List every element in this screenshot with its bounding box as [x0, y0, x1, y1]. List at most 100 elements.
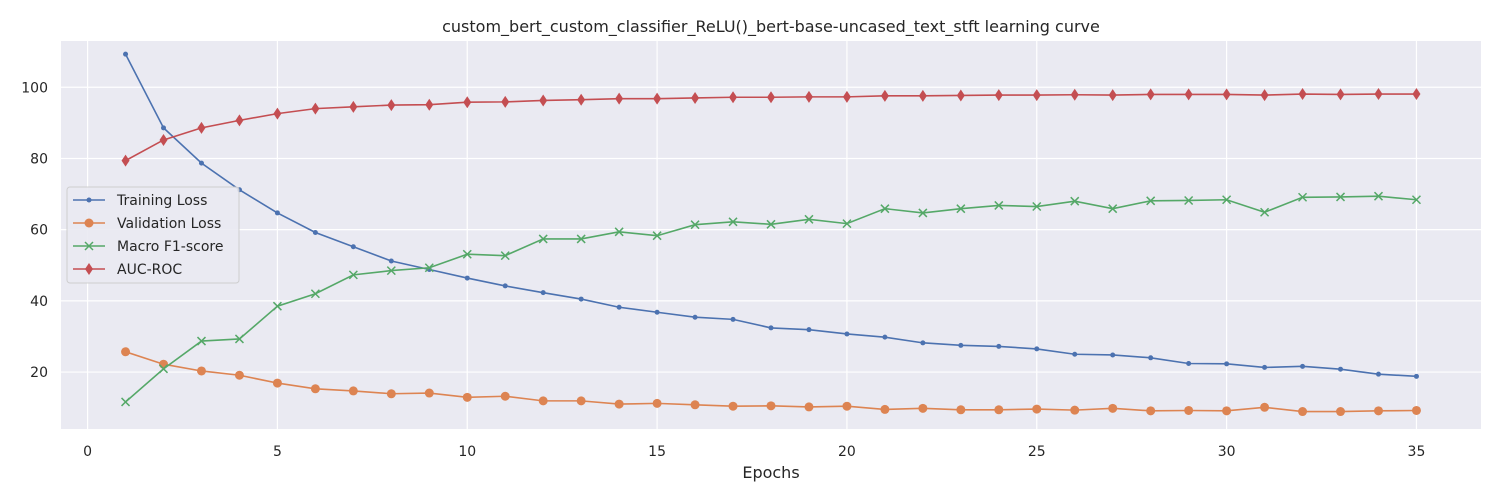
- data-point: [234, 334, 244, 344]
- data-point: [615, 92, 624, 105]
- data-point: [196, 336, 207, 346]
- data-point: [539, 94, 548, 107]
- data-point: [1032, 201, 1042, 212]
- data-point: [958, 342, 964, 348]
- data-point: [273, 107, 282, 120]
- data-point: [918, 89, 927, 102]
- legend-marker: [86, 197, 92, 203]
- data-point: [690, 220, 700, 230]
- data-point: [348, 386, 358, 396]
- data-point: [159, 133, 168, 146]
- data-point: [956, 89, 965, 102]
- legend-marker: [85, 263, 93, 275]
- data-point: [462, 249, 472, 259]
- data-point: [920, 340, 926, 346]
- data-point: [121, 154, 130, 167]
- y-tick-label: 100: [21, 80, 48, 96]
- series-validation-loss: [121, 347, 1421, 417]
- data-point: [272, 378, 282, 388]
- data-point: [1070, 88, 1079, 101]
- y-tick-label: 80: [30, 151, 48, 167]
- data-point: [312, 230, 318, 236]
- data-point: [766, 401, 776, 411]
- data-point: [994, 405, 1004, 415]
- data-point: [1336, 407, 1346, 417]
- data-point: [123, 51, 129, 57]
- data-point: [1222, 195, 1232, 205]
- data-point: [729, 91, 738, 104]
- data-point: [804, 402, 814, 412]
- data-point: [349, 100, 358, 113]
- data-point: [1373, 406, 1383, 416]
- data-point: [1184, 88, 1193, 101]
- chart-title: custom_bert_custom_classifier_ReLU()_ber…: [442, 17, 1100, 37]
- data-point: [996, 343, 1002, 349]
- data-point: [424, 263, 434, 273]
- data-point: [1336, 88, 1345, 101]
- data-point: [766, 219, 776, 229]
- data-point: [842, 219, 852, 229]
- data-point: [1070, 196, 1080, 206]
- data-point: [804, 90, 813, 103]
- data-point: [388, 258, 394, 264]
- data-point: [310, 384, 320, 394]
- data-point: [767, 91, 775, 104]
- data-point: [842, 90, 851, 103]
- legend-item: Validation Loss: [73, 216, 221, 232]
- data-point: [540, 290, 546, 296]
- legend-box: [66, 186, 240, 284]
- data-point: [1375, 371, 1381, 377]
- data-point: [577, 93, 586, 106]
- data-point: [501, 95, 510, 108]
- data-point: [1224, 361, 1230, 367]
- data-point: [882, 334, 888, 340]
- data-point: [842, 401, 852, 411]
- data-point: [500, 251, 510, 261]
- data-point: [1184, 195, 1194, 206]
- data-point: [425, 98, 434, 111]
- data-point: [1072, 351, 1078, 357]
- legend-marker: [84, 218, 94, 228]
- data-point: [614, 399, 624, 409]
- data-point: [918, 403, 928, 413]
- data-point: [1146, 196, 1156, 206]
- data-point: [690, 400, 700, 410]
- x-tick-label: 25: [1028, 444, 1046, 460]
- data-point: [1184, 405, 1194, 415]
- data-point: [1335, 192, 1346, 202]
- legend-label: AUC-ROC: [117, 262, 182, 278]
- data-point: [1374, 88, 1383, 101]
- data-point: [1108, 89, 1117, 102]
- data-point: [1338, 366, 1344, 372]
- data-point: [500, 391, 510, 401]
- y-tick-label: 40: [30, 294, 48, 310]
- legend-item: Training Loss: [73, 193, 207, 209]
- y-tick-label: 20: [30, 365, 48, 381]
- legend-marker: [84, 241, 94, 251]
- x-tick-label: 30: [1218, 444, 1236, 460]
- data-point: [1034, 346, 1040, 352]
- data-point: [653, 92, 662, 105]
- data-point: [1146, 88, 1155, 101]
- data-point: [994, 200, 1004, 210]
- data-point: [1298, 192, 1308, 202]
- legend-label: Validation Loss: [117, 216, 221, 232]
- data-point: [614, 227, 624, 237]
- data-point: [311, 102, 320, 115]
- data-point: [1222, 88, 1231, 101]
- x-tick-label: 20: [838, 444, 856, 460]
- x-axis-label: Epochs: [742, 463, 799, 482]
- data-point: [348, 270, 358, 280]
- data-point: [1373, 191, 1384, 201]
- data-point: [1222, 406, 1232, 416]
- data-point: [198, 160, 204, 166]
- x-tick-label: 5: [273, 444, 282, 460]
- data-point: [161, 125, 167, 131]
- legend-item: Macro F1-score: [73, 239, 223, 255]
- data-point: [538, 396, 548, 406]
- plot-area: [61, 41, 1481, 429]
- data-point: [692, 314, 698, 320]
- data-point: [1146, 406, 1156, 416]
- data-point: [1411, 195, 1421, 205]
- x-tick-label: 0: [83, 444, 92, 460]
